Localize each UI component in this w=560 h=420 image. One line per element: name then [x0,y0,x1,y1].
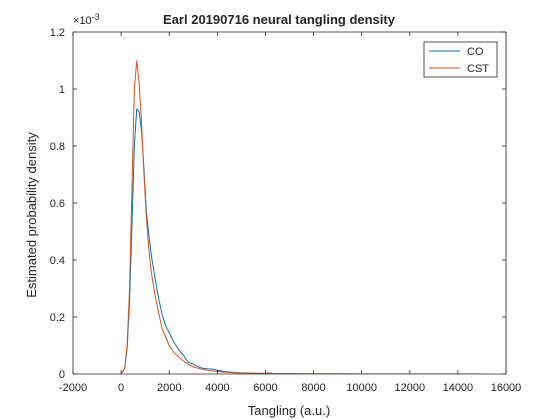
x-tick-label: 8000 [301,382,325,394]
x-tick-label: 10000 [346,382,377,394]
x-tick-label: -2000 [59,382,87,394]
x-tick-label: 16000 [491,382,522,394]
y-axis-ticks: 0 0.2 0.4 0.6 0.8 1 1.2 [50,27,506,381]
y-tick-label: 1.2 [50,27,65,39]
y-tick-label: 1 [59,84,65,96]
y-tick-label: 0.6 [50,198,65,210]
x-tick-label: 14000 [443,382,474,394]
y-axis-label: Estimated probability density [24,132,39,298]
legend-label-cst: CST [467,63,489,75]
y-exponent-label: ×10-3 [73,12,100,27]
x-tick-label: 2000 [157,382,181,394]
y-tick-label: 0.2 [50,312,65,324]
x-tick-label: 4000 [205,382,229,394]
chart-title: Earl 20190716 neural tangling density [163,12,396,27]
x-tick-label: 12000 [394,382,425,394]
y-exponent-base: ×10 [73,15,92,27]
y-exponent-power: -3 [92,12,100,22]
x-axis-ticks: -2000 0 2000 4000 6000 8000 10000 12000 14000 160… [59,32,521,394]
axes: -2000 0 2000 4000 6000 8000 10000 12000 14000 160… [50,27,522,394]
x-tick-label: 6000 [253,382,277,394]
y-tick-label: 0 [59,369,65,381]
plot-area [73,32,506,374]
x-axis-label: Tangling (a.u.) [248,403,330,418]
legend-box [423,41,498,78]
legend: CO CST [423,41,498,78]
legend-label-co: CO [467,46,484,58]
x-tick-label: 0 [118,382,124,394]
y-tick-label: 0.8 [50,141,65,153]
y-tick-label: 0.4 [50,255,65,267]
